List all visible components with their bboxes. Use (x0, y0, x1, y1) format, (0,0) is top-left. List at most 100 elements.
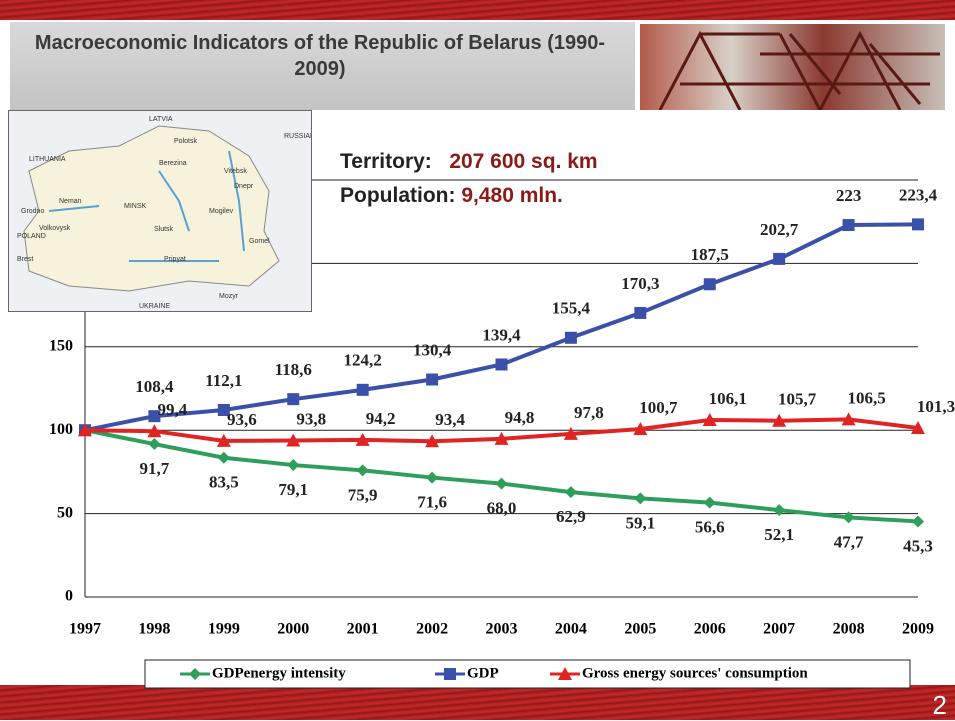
map-art: LATVIA LITHUANIA RUSSIAN FEDERATION Polotsk… (17, 116, 362, 310)
map-label: Vitebsk (224, 168, 247, 175)
x-tick-label: 2003 (486, 621, 518, 638)
map-label: Brest (17, 256, 33, 263)
population-value: 9,480 mln. (461, 184, 563, 207)
x-tick-label: 2000 (277, 621, 309, 638)
data-label: 93,8 (296, 409, 326, 428)
x-tick-label: 1997 (69, 621, 101, 638)
data-label: 47,7 (834, 532, 864, 551)
x-tick-label: 2006 (694, 621, 726, 638)
x-tick-label: 2007 (763, 621, 795, 638)
marker (286, 433, 301, 447)
data-label: 99,4 (158, 400, 188, 419)
data-label: 56,6 (695, 517, 725, 536)
marker (355, 432, 370, 446)
marker (217, 451, 230, 464)
data-label: 223 (836, 186, 862, 205)
x-tick-label: 2009 (902, 621, 934, 638)
territory-value: 207 600 sq. km (449, 150, 598, 173)
data-label: 223,4 (899, 185, 938, 204)
marker (425, 434, 440, 448)
marker (702, 413, 717, 427)
marker (912, 515, 924, 528)
data-label: 71,6 (417, 492, 447, 511)
x-tick-label: 2004 (555, 621, 587, 638)
marker (773, 252, 786, 265)
marker (703, 496, 716, 509)
data-label: 83,5 (209, 473, 239, 492)
marker (558, 667, 572, 680)
data-label: 101,3 (917, 397, 955, 416)
top-band (0, 0, 955, 20)
map-label: Pripyat (164, 256, 186, 263)
map-label: Gomel (249, 238, 270, 245)
map-label: Slutsk (154, 226, 174, 233)
territory-label: Territory: (340, 150, 432, 173)
marker (842, 219, 855, 232)
title-box (10, 22, 635, 110)
marker (634, 492, 647, 505)
marker (356, 464, 369, 477)
territory: Territory: 207 600 sq. km (340, 150, 598, 174)
photo-art (658, 30, 940, 110)
marker (444, 668, 456, 680)
marker (148, 438, 161, 451)
map-label: Polotsk (174, 138, 197, 145)
x-tick-label: 2002 (416, 621, 448, 638)
data-label: 106,5 (847, 388, 885, 407)
x-tick-label: 1999 (208, 621, 240, 638)
marker (912, 218, 924, 231)
data-label: 106,1 (709, 389, 747, 408)
x-tick-label: 1998 (138, 621, 170, 638)
map-label: UKRAINE (139, 303, 170, 310)
data-label: 187,5 (691, 245, 729, 264)
data-label: 130,4 (413, 340, 452, 359)
map-label: Dnepr (234, 183, 254, 190)
marker (772, 413, 787, 427)
map-label: Volkovysk (39, 225, 71, 232)
marker (841, 412, 856, 426)
bottom-band (0, 685, 955, 720)
marker (564, 486, 577, 499)
data-label: 124,2 (344, 351, 382, 370)
data-label: 45,3 (903, 536, 933, 555)
marker (634, 306, 647, 319)
data-label: 79,1 (278, 480, 308, 499)
data-label: 105,7 (778, 390, 817, 409)
marker (563, 426, 578, 440)
data-label: 94,2 (366, 409, 396, 428)
data-label: 68,0 (487, 498, 517, 517)
y-tick-label: 150 (49, 337, 73, 354)
y-tick-label: 0 (65, 588, 73, 605)
y-tick-label: 50 (57, 504, 73, 521)
legend-label: GDP (467, 665, 499, 681)
x-tick-label: 2005 (624, 621, 656, 638)
data-label: 91,7 (140, 459, 170, 478)
data-label: 97,8 (574, 403, 604, 422)
marker (216, 433, 231, 447)
marker (426, 373, 439, 386)
photo (640, 24, 945, 110)
data-label: 94,8 (505, 408, 535, 427)
data-label: 93,6 (227, 410, 257, 429)
data-label: 52,1 (764, 525, 794, 544)
data-label: 118,6 (275, 360, 312, 379)
marker (911, 421, 925, 435)
x-tick-label: 2008 (833, 621, 865, 638)
marker (426, 471, 439, 484)
marker (78, 423, 92, 437)
x-tick-label: 2001 (347, 621, 379, 638)
map-label: RUSSIAN FEDERATION (284, 133, 311, 140)
data-label: 112,1 (205, 371, 242, 390)
map-label: Berezina (159, 160, 187, 167)
marker (494, 431, 509, 445)
marker (148, 410, 161, 423)
marker (147, 424, 162, 438)
map-label: MINSK (124, 203, 147, 210)
marker (842, 511, 855, 524)
marker (773, 504, 786, 517)
marker (287, 459, 300, 472)
data-label: 93,4 (435, 410, 465, 429)
map-label: LITHUANIA (29, 156, 66, 163)
y-tick-label: 100 (49, 421, 73, 438)
